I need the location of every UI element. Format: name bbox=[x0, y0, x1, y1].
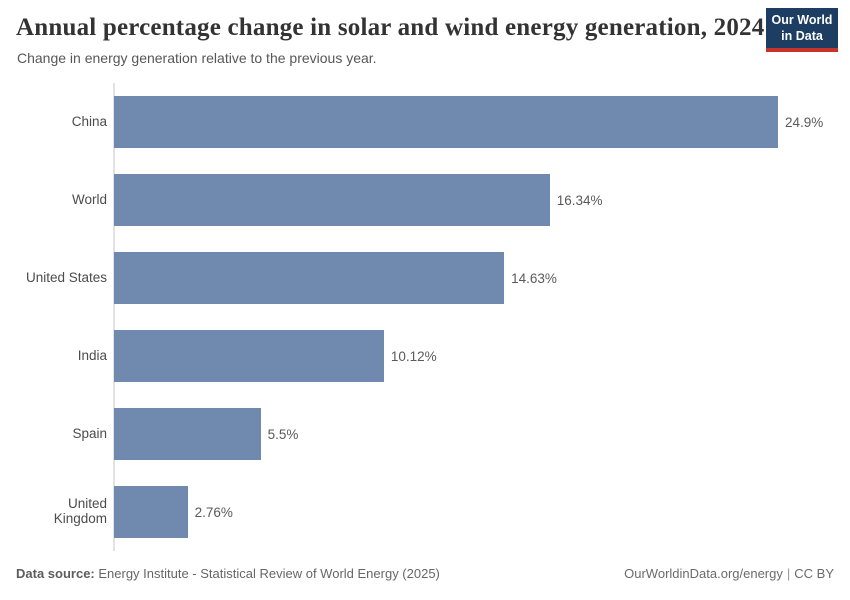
plot-cell: 2.76% bbox=[114, 486, 834, 538]
category-label: United Kingdom bbox=[53, 496, 107, 526]
attribution: OurWorldinData.org/energy | CC BY bbox=[624, 566, 834, 581]
owid-logo-line2: in Data bbox=[781, 28, 823, 43]
chart-subtitle: Change in energy generation relative to … bbox=[17, 50, 377, 66]
value-label: 14.63% bbox=[511, 270, 557, 286]
bar-spain bbox=[114, 408, 261, 460]
bar-chart: China 24.9% World 16.34% United States 1… bbox=[16, 83, 834, 551]
owid-logo-line1: Our World bbox=[771, 13, 833, 27]
category-label: World bbox=[71, 191, 107, 207]
footer: Data source: Energy Institute - Statisti… bbox=[16, 566, 834, 581]
plot-cell: 14.63% bbox=[114, 252, 834, 304]
category-label: China bbox=[71, 113, 107, 129]
value-label: 24.9% bbox=[785, 114, 824, 130]
plot-cell: 16.34% bbox=[114, 174, 834, 226]
chart-row: Spain 5.5% bbox=[16, 395, 834, 473]
license-label: CC BY bbox=[794, 566, 834, 581]
category-label: Spain bbox=[72, 425, 107, 441]
bar-china bbox=[114, 96, 778, 148]
value-label: 2.76% bbox=[194, 504, 233, 520]
bar-united-states bbox=[114, 252, 505, 304]
chart-row: India 10.12% bbox=[16, 317, 834, 395]
attribution-separator: | bbox=[786, 566, 791, 581]
chart-row: China 24.9% bbox=[16, 83, 834, 161]
data-source-text: Energy Institute - Statistical Review of… bbox=[94, 566, 440, 581]
plot-cell: 10.12% bbox=[114, 330, 834, 382]
data-source: Data source: Energy Institute - Statisti… bbox=[16, 566, 440, 581]
bar-india bbox=[114, 330, 384, 382]
bar-world bbox=[114, 174, 550, 226]
chart-row: World 16.34% bbox=[16, 161, 834, 239]
y-axis-line bbox=[113, 83, 115, 551]
value-label: 16.34% bbox=[556, 192, 603, 208]
category-label: India bbox=[77, 347, 107, 363]
chart-row: United Kingdom 2.76% bbox=[16, 473, 834, 551]
owid-url-link[interactable]: OurWorldinData.org/energy bbox=[624, 566, 783, 581]
category-label: United States bbox=[25, 269, 107, 285]
value-label: 10.12% bbox=[390, 348, 437, 364]
chart-row: United States 14.63% bbox=[16, 239, 834, 317]
bar-united-kingdom bbox=[114, 486, 188, 538]
plot-cell: 24.9% bbox=[114, 96, 834, 148]
value-label: 5.5% bbox=[267, 426, 299, 442]
owid-logo[interactable]: Our World in Data bbox=[766, 8, 838, 53]
chart-title: Annual percentage change in solar and wi… bbox=[16, 14, 765, 41]
plot-cell: 5.5% bbox=[114, 408, 834, 460]
data-source-label: Data source: bbox=[16, 566, 95, 581]
